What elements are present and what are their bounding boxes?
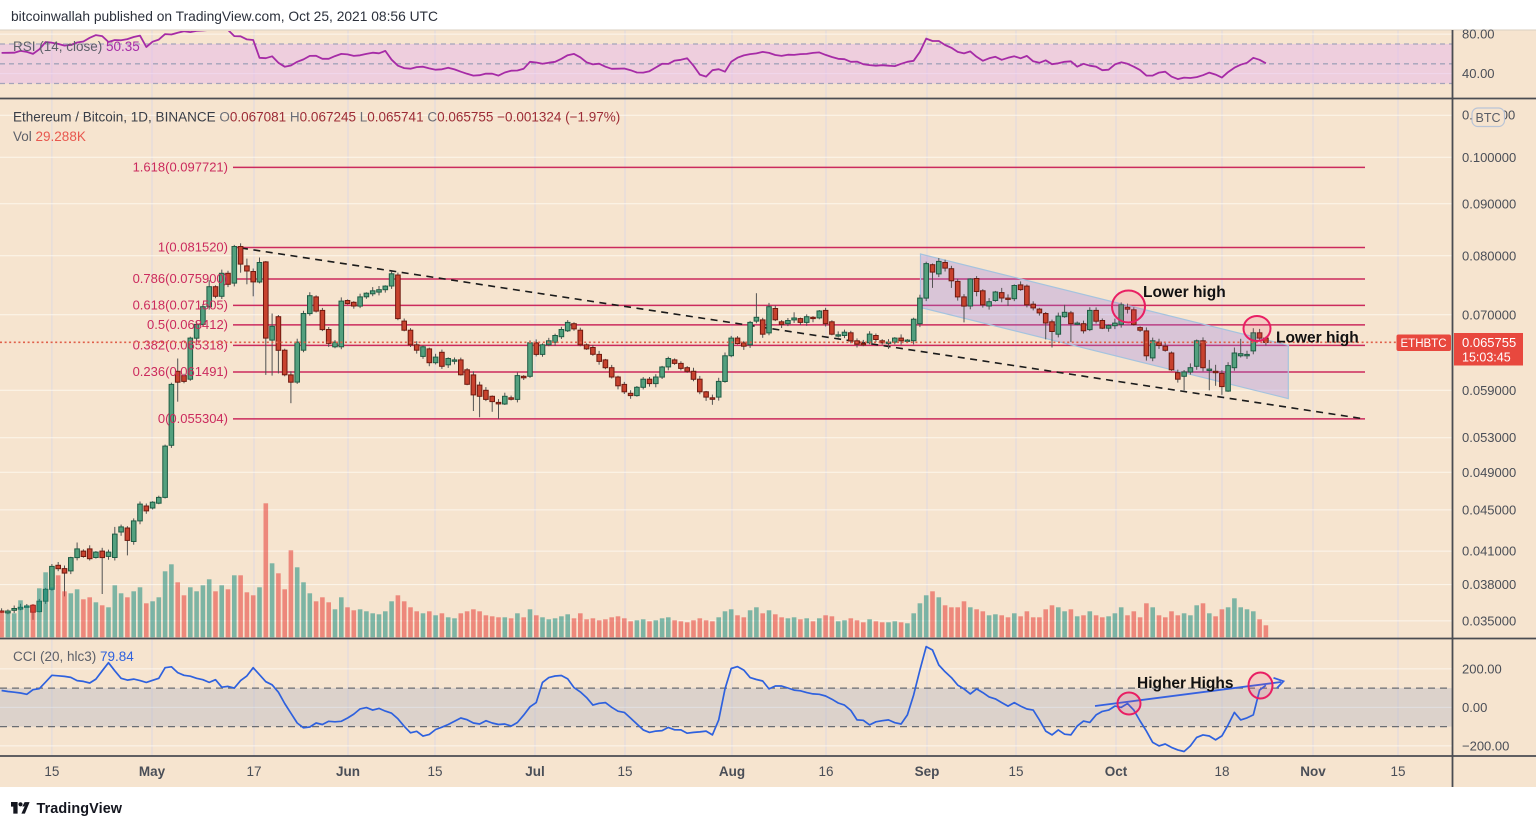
svg-text:18: 18 bbox=[1214, 764, 1229, 779]
svg-text:ETHBTC: ETHBTC bbox=[1401, 338, 1447, 350]
svg-text:−200.00: −200.00 bbox=[1462, 738, 1509, 753]
svg-text:0.070000: 0.070000 bbox=[1462, 307, 1516, 322]
svg-text:CCI (20, hlc3) 79.84: CCI (20, hlc3) 79.84 bbox=[13, 649, 134, 664]
svg-text:1(0.081520): 1(0.081520) bbox=[158, 240, 228, 255]
svg-text:200.00: 200.00 bbox=[1462, 661, 1502, 676]
svg-text:0.090000: 0.090000 bbox=[1462, 196, 1516, 211]
svg-text:0.618(0.071505): 0.618(0.071505) bbox=[133, 298, 228, 313]
svg-text:Jun: Jun bbox=[336, 764, 360, 779]
svg-text:0.049000: 0.049000 bbox=[1462, 465, 1516, 480]
svg-text:16: 16 bbox=[818, 764, 833, 779]
svg-text:0(0.055304): 0(0.055304) bbox=[158, 411, 228, 426]
svg-text:BTC: BTC bbox=[1476, 111, 1501, 125]
svg-text:Lower high: Lower high bbox=[1276, 330, 1359, 347]
svg-text:bitcoinwallah published on Tra: bitcoinwallah published on TradingView.c… bbox=[11, 9, 438, 24]
svg-text:0.786(0.075900): 0.786(0.075900) bbox=[133, 271, 228, 286]
svg-text:Jul: Jul bbox=[525, 764, 545, 779]
svg-text:0.382(0.065318): 0.382(0.065318) bbox=[133, 338, 228, 353]
svg-text:0.035000: 0.035000 bbox=[1462, 613, 1516, 628]
svg-text:0.100000: 0.100000 bbox=[1462, 150, 1516, 165]
svg-text:RSI (14, close) 50.35: RSI (14, close) 50.35 bbox=[13, 39, 140, 54]
svg-text:TradingView: TradingView bbox=[37, 801, 123, 817]
svg-text:0.5(0.068412): 0.5(0.068412) bbox=[147, 317, 228, 332]
svg-text:May: May bbox=[139, 764, 166, 779]
svg-text:0.059000: 0.059000 bbox=[1462, 383, 1516, 398]
svg-text:15: 15 bbox=[44, 764, 59, 779]
svg-text:0.041000: 0.041000 bbox=[1462, 544, 1516, 559]
svg-text:Aug: Aug bbox=[719, 764, 745, 779]
svg-text:15: 15 bbox=[1390, 764, 1405, 779]
svg-text:0.038000: 0.038000 bbox=[1462, 577, 1516, 592]
svg-text:15: 15 bbox=[1008, 764, 1023, 779]
svg-text:0.00: 0.00 bbox=[1462, 700, 1487, 715]
svg-text:Vol 29.288K: Vol 29.288K bbox=[13, 129, 86, 144]
svg-text:0.045000: 0.045000 bbox=[1462, 502, 1516, 517]
svg-text:Lower high: Lower high bbox=[1143, 284, 1226, 301]
svg-text:0.236(0.061491): 0.236(0.061491) bbox=[133, 364, 228, 379]
svg-text:80.00: 80.00 bbox=[1462, 27, 1495, 42]
svg-text:15: 15 bbox=[617, 764, 632, 779]
svg-text:17: 17 bbox=[246, 764, 261, 779]
svg-text:0.080000: 0.080000 bbox=[1462, 248, 1516, 263]
svg-text:Oct: Oct bbox=[1105, 764, 1128, 779]
svg-text:Ethereum / Bitcoin, 1D, BINANC: Ethereum / Bitcoin, 1D, BINANCE O0.06708… bbox=[13, 110, 620, 125]
svg-text:Higher Highs: Higher Highs bbox=[1137, 675, 1233, 692]
svg-text:40.00: 40.00 bbox=[1462, 66, 1495, 81]
svg-text:0.065755: 0.065755 bbox=[1462, 335, 1516, 350]
svg-text:1.618(0.097721): 1.618(0.097721) bbox=[133, 160, 228, 175]
svg-text:15:03:45: 15:03:45 bbox=[1462, 351, 1511, 365]
svg-text:15: 15 bbox=[427, 764, 442, 779]
svg-text:Sep: Sep bbox=[915, 764, 940, 779]
svg-text:0.053000: 0.053000 bbox=[1462, 430, 1516, 445]
svg-text:Nov: Nov bbox=[1300, 764, 1326, 779]
